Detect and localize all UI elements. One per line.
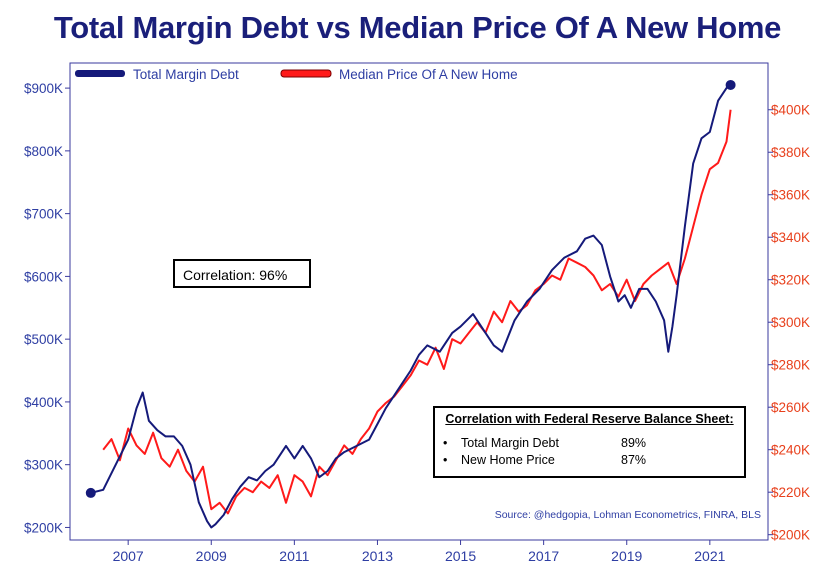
chart-title: Total Margin Debt vs Median Price Of A N… bbox=[53, 10, 782, 45]
left-tick-label: $700K bbox=[24, 207, 63, 222]
left-tick-label: $300K bbox=[24, 458, 63, 473]
right-axis: $200K $220K $240K $260K $280K $300K $320K $340K… bbox=[768, 103, 810, 543]
right-tick-label: $220K bbox=[771, 485, 810, 500]
fed-row-value: 89% bbox=[621, 435, 647, 450]
right-tick-label: $400K bbox=[771, 103, 810, 118]
margin-debt-endpoint-marker bbox=[725, 79, 736, 90]
x-tick-label: 2015 bbox=[445, 548, 476, 564]
fed-row-home-price: • New Home Price 87% bbox=[443, 451, 736, 468]
margin-debt-endpoint-marker bbox=[85, 487, 96, 498]
legend-label-margin-debt: Total Margin Debt bbox=[133, 67, 239, 82]
left-tick-label: $900K bbox=[24, 81, 63, 96]
left-tick-label: $400K bbox=[24, 395, 63, 410]
fed-box-title: Correlation with Federal Reserve Balance… bbox=[445, 412, 734, 426]
fed-row-label: New Home Price bbox=[461, 452, 555, 467]
x-tick-label: 2019 bbox=[611, 548, 642, 564]
x-tick-label: 2021 bbox=[694, 548, 725, 564]
x-tick-label: 2011 bbox=[279, 548, 309, 564]
legend-label-home-price: Median Price Of A New Home bbox=[339, 67, 518, 82]
fed-row-margin-debt: • Total Margin Debt 89% bbox=[443, 434, 736, 451]
right-tick-label: $300K bbox=[771, 315, 810, 330]
legend: Total Margin Debt Median Price Of A New … bbox=[75, 67, 518, 82]
right-tick-label: $260K bbox=[771, 400, 810, 415]
series-layer bbox=[85, 79, 736, 529]
bullet: • bbox=[443, 435, 448, 450]
left-tick-label: $600K bbox=[24, 269, 63, 284]
right-tick-label: $280K bbox=[771, 358, 810, 373]
correlation-text: Correlation: 96% bbox=[183, 267, 288, 283]
right-tick-label: $240K bbox=[771, 443, 810, 458]
x-tick-label: 2007 bbox=[113, 548, 144, 564]
x-axis: 2007 2009 2011 2013 2015 2017 2019 2021 bbox=[113, 540, 726, 564]
fed-row-value: 87% bbox=[621, 452, 647, 467]
left-tick-label: $200K bbox=[24, 520, 63, 535]
fed-row-label: Total Margin Debt bbox=[461, 435, 559, 450]
series-line-home-price bbox=[102, 109, 732, 515]
source-note: Source: @hedgopia, Lohman Econometrics, … bbox=[495, 509, 761, 521]
legend-swatch-margin-debt bbox=[75, 70, 125, 77]
left-axis: $200K $300K $400K $500K $600K $700K $800K $900K bbox=[24, 81, 70, 535]
right-tick-label: $340K bbox=[771, 230, 810, 245]
right-tick-label: $200K bbox=[771, 528, 810, 543]
x-tick-label: 2013 bbox=[362, 548, 393, 564]
series-line-margin-debt bbox=[90, 84, 732, 529]
right-tick-label: $380K bbox=[771, 145, 810, 160]
left-tick-label: $500K bbox=[24, 332, 63, 347]
plot-frame bbox=[69, 62, 769, 541]
fed-correlation-box: Correlation with Federal Reserve Balance… bbox=[433, 406, 746, 478]
left-tick-label: $800K bbox=[24, 144, 63, 159]
right-tick-label: $360K bbox=[771, 188, 810, 203]
x-tick-label: 2017 bbox=[528, 548, 559, 564]
correlation-box: Correlation: 96% bbox=[173, 259, 311, 288]
x-tick-label: 2009 bbox=[196, 548, 227, 564]
bullet: • bbox=[443, 452, 448, 467]
right-tick-label: $320K bbox=[771, 273, 810, 288]
legend-swatch-home-price bbox=[280, 69, 332, 78]
